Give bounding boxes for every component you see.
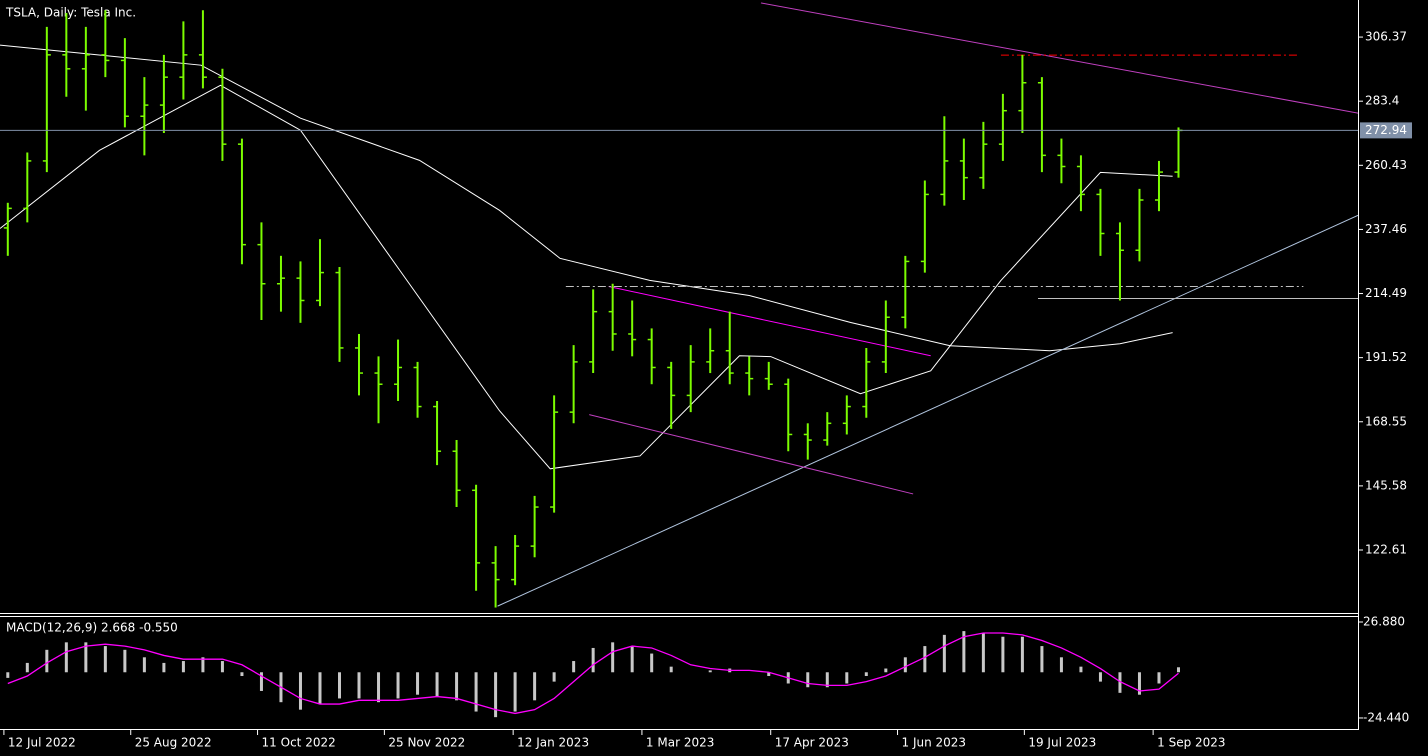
macd-bar bbox=[806, 672, 810, 688]
y-tick-label: 260.43 bbox=[1365, 158, 1407, 172]
macd-bar bbox=[416, 672, 420, 695]
trend-line bbox=[589, 414, 914, 495]
macd-bar bbox=[884, 668, 888, 673]
macd-bar bbox=[123, 649, 127, 673]
macd-bar bbox=[825, 672, 829, 688]
x-tick-label: 12 Jan 2023 bbox=[517, 736, 589, 750]
macd-bar bbox=[630, 646, 634, 673]
macd-bar bbox=[181, 661, 185, 673]
x-tick-label: 19 Jul 2023 bbox=[1028, 736, 1096, 750]
signal-line bbox=[7, 632, 1179, 715]
macd-title: MACD(12,26,9) 2.668 -0.550 bbox=[6, 621, 178, 635]
x-tick-label: 25 Nov 2022 bbox=[388, 736, 465, 750]
macd-bar bbox=[533, 672, 537, 701]
macd-bar bbox=[377, 672, 381, 703]
macd-bar bbox=[162, 662, 166, 673]
macd-bar bbox=[845, 672, 849, 684]
y-tick-label: -24.440 bbox=[1363, 710, 1409, 724]
macd-bar bbox=[1157, 672, 1161, 684]
macd-bar bbox=[1001, 636, 1005, 673]
macd-bar bbox=[338, 672, 341, 699]
macd-bar bbox=[45, 649, 49, 673]
macd-bar bbox=[611, 642, 615, 673]
macd-bar bbox=[64, 642, 68, 673]
macd-bar bbox=[1020, 636, 1024, 673]
macd-bar bbox=[767, 672, 771, 677]
x-tick-label: 1 Jun 2023 bbox=[902, 736, 967, 750]
macd-bar bbox=[435, 672, 439, 697]
macd-bar bbox=[84, 642, 88, 673]
macd-bar bbox=[552, 672, 556, 682]
macd-bar bbox=[650, 653, 654, 673]
macd-bar bbox=[572, 661, 576, 673]
y-tick-label: 306.37 bbox=[1365, 30, 1407, 44]
macd-bar bbox=[1118, 672, 1122, 693]
macd-bar bbox=[962, 631, 966, 673]
macd-bar bbox=[1059, 657, 1063, 673]
macd-bar bbox=[259, 672, 263, 691]
macd-bar bbox=[396, 672, 400, 699]
chart-title: TSLA, Daily: Tesla Inc. bbox=[5, 6, 136, 20]
macd-bar bbox=[591, 647, 595, 673]
macd-bar bbox=[1137, 672, 1141, 695]
x-tick-label: 1 Sep 2023 bbox=[1157, 736, 1225, 750]
macd-bar bbox=[923, 646, 927, 673]
macd-bar bbox=[1040, 646, 1044, 673]
macd-bar bbox=[494, 672, 498, 718]
moving-average bbox=[0, 84, 1173, 470]
macd-bar bbox=[1079, 666, 1083, 673]
trend-line bbox=[608, 286, 931, 357]
macd-bar bbox=[981, 632, 985, 673]
macd-bar bbox=[6, 672, 10, 678]
y-tick-label: 214.49 bbox=[1365, 286, 1407, 300]
y-tick-label: 168.55 bbox=[1365, 414, 1407, 428]
macd-bar bbox=[240, 672, 244, 677]
y-tick-label: 191.52 bbox=[1365, 350, 1407, 364]
y-tick-label: 26.880 bbox=[1363, 614, 1405, 628]
macd-bar bbox=[708, 670, 712, 673]
macd-bar bbox=[357, 672, 361, 699]
last-price-box bbox=[1360, 122, 1412, 139]
y-tick-label: 283.4 bbox=[1365, 94, 1399, 108]
macd-bar bbox=[103, 646, 107, 673]
macd-bar bbox=[142, 657, 146, 673]
plot-area bbox=[0, 2, 1358, 608]
macd-bar bbox=[220, 661, 224, 673]
x-tick-label: 11 Oct 2022 bbox=[262, 736, 336, 750]
macd-bar bbox=[1176, 667, 1180, 673]
x-tick-label: 25 Aug 2022 bbox=[135, 736, 212, 750]
y-tick-label: 145.58 bbox=[1365, 478, 1407, 492]
macd-bar bbox=[201, 657, 205, 673]
macd-bar bbox=[474, 672, 478, 712]
x-tick-label: 1 Mar 2023 bbox=[646, 736, 714, 750]
macd-bar bbox=[318, 672, 322, 705]
y-tick-label: 122.61 bbox=[1365, 543, 1407, 557]
macd-bar bbox=[25, 662, 29, 673]
macd-bar bbox=[455, 672, 459, 701]
macd-bar bbox=[298, 672, 302, 710]
macd-bar bbox=[942, 634, 946, 673]
macd-bar bbox=[669, 666, 673, 673]
last-price-label: 272.94 bbox=[1365, 123, 1407, 137]
trend-line bbox=[760, 2, 1358, 114]
macd-bar bbox=[1098, 672, 1102, 682]
macd-bar bbox=[903, 657, 907, 673]
x-tick-label: 17 Apr 2023 bbox=[775, 736, 849, 750]
x-tick-label: 12 Jul 2022 bbox=[8, 736, 76, 750]
y-tick-label: 237.46 bbox=[1365, 222, 1407, 236]
trend-line bbox=[497, 214, 1358, 607]
macd-bar bbox=[864, 672, 868, 677]
macd-area bbox=[6, 631, 1180, 718]
moving-average bbox=[0, 44, 1173, 352]
macd-bar bbox=[513, 672, 517, 712]
